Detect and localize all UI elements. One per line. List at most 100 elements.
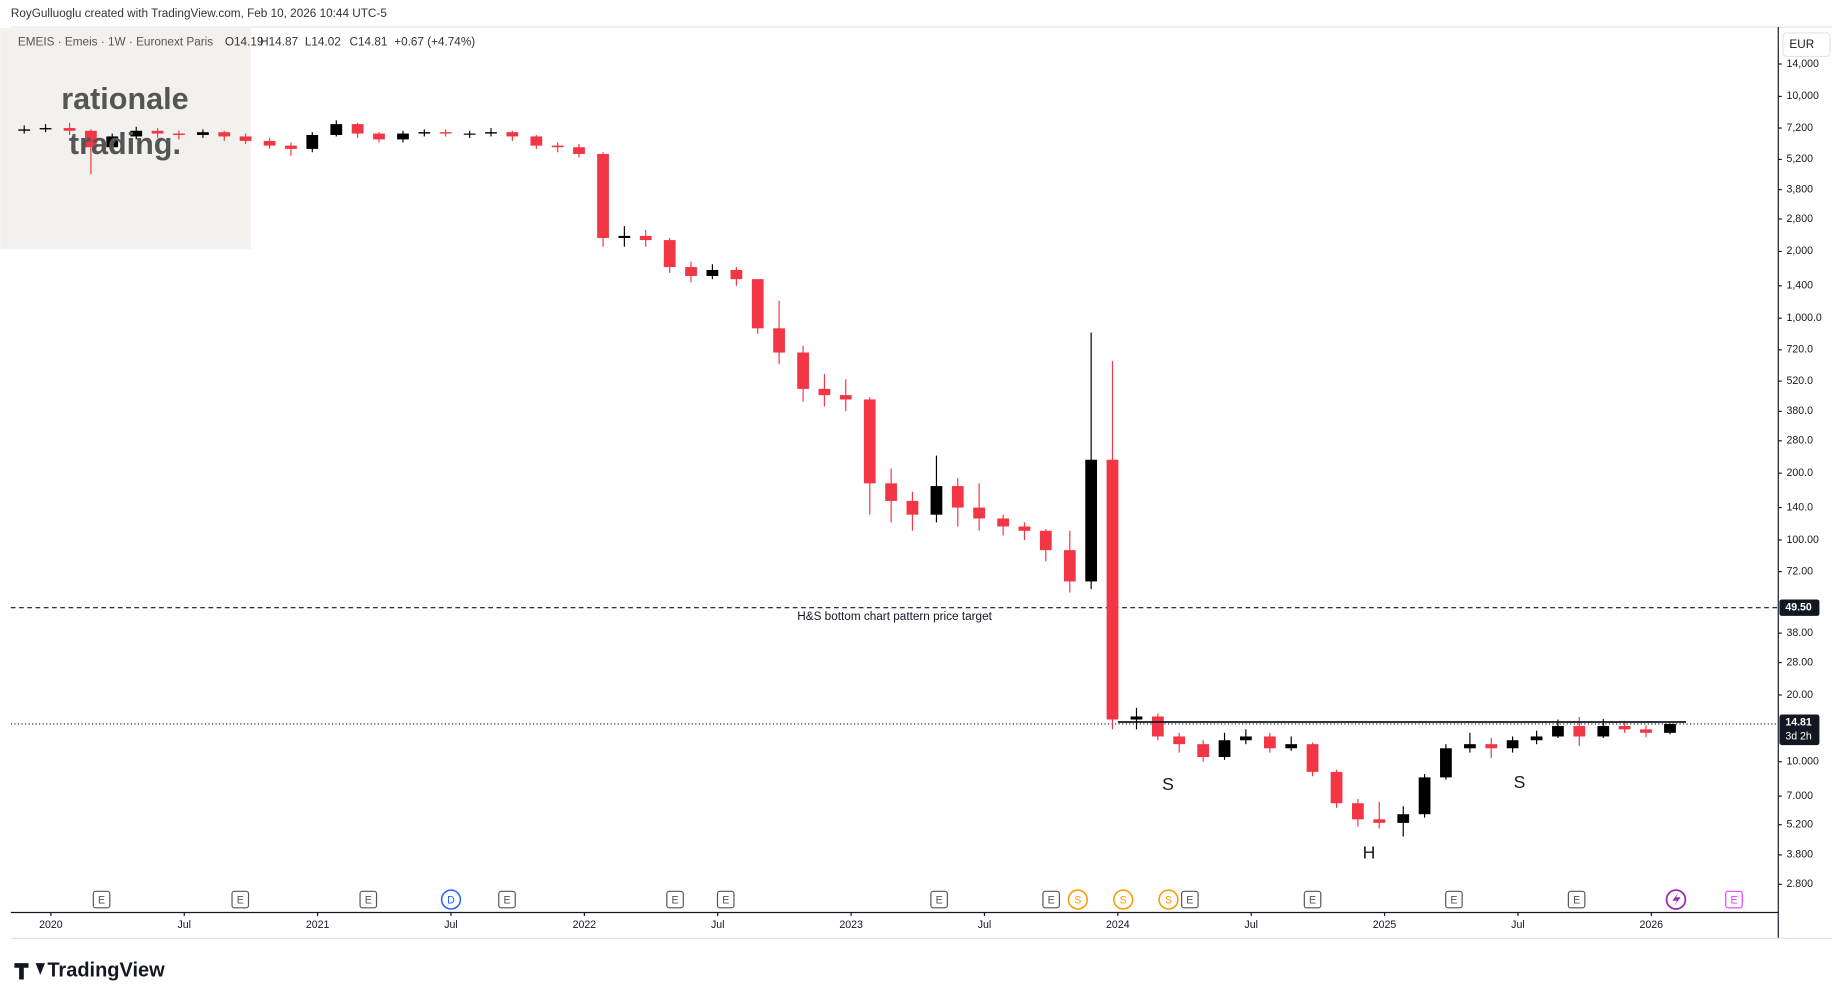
legend-high: H14.87 — [260, 35, 298, 48]
candle-body — [551, 145, 564, 148]
y-tick-label: 1,000.0 — [1787, 312, 1822, 324]
x-tick-label: Jul — [177, 919, 191, 931]
event-icon — [231, 890, 250, 909]
candle-body — [685, 267, 697, 276]
candle-body — [839, 395, 852, 400]
event-icon — [1303, 890, 1322, 909]
event-icon — [666, 890, 684, 909]
candle-body — [1218, 740, 1231, 758]
pattern-label: S — [1162, 774, 1174, 794]
candle-body — [663, 240, 676, 268]
event-icon — [1181, 890, 1199, 909]
candle-body — [1618, 725, 1631, 730]
candle-body — [351, 124, 364, 134]
y-tick-label: 38.00 — [1787, 627, 1814, 639]
event-label: S — [1074, 895, 1081, 907]
event-label: D — [447, 895, 455, 907]
candle-body — [330, 124, 343, 135]
candle-body — [1397, 814, 1410, 823]
event-label: E — [672, 895, 679, 907]
brand-logo — [14, 963, 45, 980]
y-tick-label: 280.0 — [1787, 435, 1814, 447]
event-icon — [1725, 890, 1743, 909]
currency-box[interactable] — [1782, 32, 1831, 58]
candle-body — [1018, 526, 1031, 531]
event-label: E — [1048, 895, 1055, 907]
y-tick-label: 380.0 — [1787, 405, 1814, 417]
candle-body — [1285, 744, 1298, 749]
y-tick-label: 100.00 — [1787, 534, 1819, 546]
candle-body — [1506, 740, 1519, 749]
event-icon — [930, 890, 948, 909]
candle-body — [951, 486, 964, 508]
candle-body — [706, 269, 719, 276]
candle-body — [506, 132, 519, 137]
candle-body — [173, 133, 185, 135]
candle-body — [973, 507, 986, 519]
currency: EUR — [1789, 38, 1814, 51]
event-label: E — [237, 895, 244, 907]
event-icon — [1042, 890, 1060, 909]
candle-body — [1039, 530, 1052, 551]
candle-body — [1239, 736, 1252, 741]
candle-body — [885, 483, 897, 501]
candle-body — [263, 140, 276, 146]
event-icon — [498, 890, 516, 909]
candle-body — [530, 136, 543, 146]
candle-body — [1151, 716, 1164, 737]
y-tick-label: 140.0 — [1787, 501, 1814, 513]
watermark-box — [0, 28, 251, 250]
candle-body — [573, 147, 585, 154]
event-label: S — [1165, 895, 1172, 907]
event-label: E — [503, 895, 510, 907]
x-tick-label: 2025 — [1373, 919, 1397, 931]
y-tick-label: 5.200 — [1787, 819, 1814, 831]
x-tick-label: 2023 — [839, 919, 863, 931]
lightning-icon[interactable] — [1665, 889, 1687, 910]
y-tick-label: 3.800 — [1787, 849, 1814, 861]
candle-body — [463, 133, 476, 135]
y-tick-label: 2.800 — [1787, 878, 1814, 890]
candle-body — [618, 235, 631, 238]
y-tick-label: 14,000 — [1787, 58, 1819, 70]
event-label: E — [1309, 895, 1316, 907]
candle-body — [151, 130, 164, 134]
y-tick-label: 200.0 — [1787, 467, 1814, 479]
plot-area — [10, 120, 1779, 910]
candle-body — [1373, 819, 1386, 823]
event-icon — [1445, 890, 1463, 909]
event-label: E — [722, 895, 729, 907]
pattern-label: S — [1514, 772, 1526, 792]
candle-body — [639, 235, 652, 241]
event-label: E — [1186, 895, 1193, 907]
candle-body — [1552, 725, 1564, 737]
candle-body — [63, 128, 76, 131]
candle-body — [730, 269, 743, 280]
candle-body — [1440, 748, 1452, 778]
candle-body — [906, 500, 919, 515]
candle-body — [1464, 744, 1476, 749]
candle-body — [130, 130, 143, 137]
event-icon — [1158, 889, 1179, 910]
event-label: E — [936, 895, 943, 907]
legend-open: O14.19 — [225, 35, 264, 48]
event-icon — [92, 890, 111, 909]
candle-body — [1330, 771, 1343, 804]
candle-body — [1263, 736, 1276, 749]
pattern-label: H — [1363, 842, 1376, 862]
candle-body — [485, 132, 497, 134]
legend-symbol: EMEIS · Emeis · 1W · Euronext Paris — [18, 35, 213, 48]
candle-body — [1485, 744, 1498, 749]
watermark-text: trading. — [69, 127, 181, 161]
y-tick-label: 7,200 — [1787, 122, 1814, 134]
candle-body — [1106, 459, 1119, 720]
last-price-box — [1779, 714, 1820, 746]
target-text: H&S bottom chart pattern price target — [797, 610, 992, 623]
event-label: E — [98, 895, 105, 907]
legend-close: C14.81 — [350, 35, 388, 48]
target-price-label: 49.50 — [1785, 601, 1812, 613]
target-price-box — [1779, 599, 1820, 616]
y-tick-label: 20.00 — [1787, 689, 1814, 701]
